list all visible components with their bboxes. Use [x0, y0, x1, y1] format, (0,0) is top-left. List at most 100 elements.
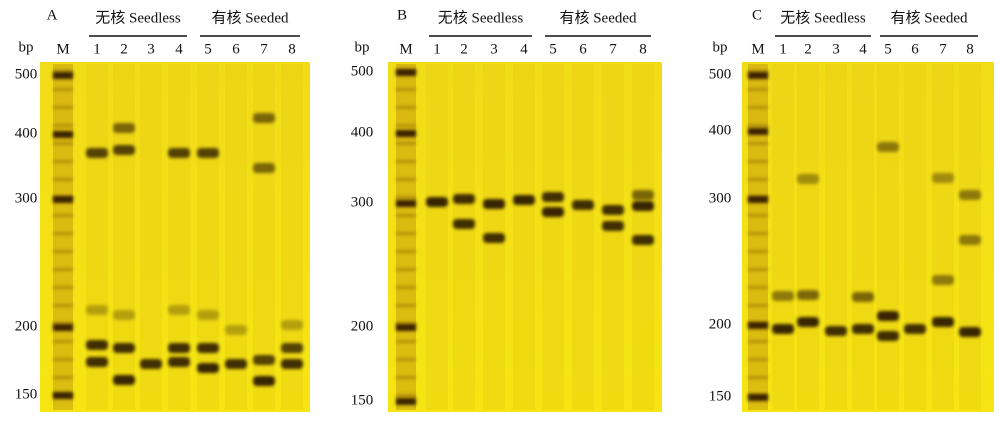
lane	[253, 64, 275, 410]
ladder-band	[748, 358, 768, 361]
bp-label: bp	[355, 39, 370, 55]
ladder-band	[53, 250, 73, 253]
band	[253, 163, 275, 173]
ladder-band	[748, 124, 768, 127]
ladder-band	[748, 160, 768, 163]
lane-label: 6	[911, 41, 919, 57]
band	[168, 357, 190, 367]
ladder-band	[748, 128, 768, 135]
ladder-band	[748, 268, 768, 271]
lane-label: 5	[549, 41, 557, 57]
ladder-band	[53, 70, 73, 73]
band	[932, 275, 954, 285]
lane-label: 4	[520, 41, 528, 57]
band	[852, 292, 874, 302]
band	[197, 310, 219, 320]
ladder-label: M	[56, 41, 69, 57]
band	[140, 359, 162, 369]
ladder-band	[396, 214, 416, 217]
ladder-band	[748, 232, 768, 235]
band	[602, 205, 624, 215]
band	[86, 357, 108, 367]
ladder-band	[748, 70, 768, 73]
ladder-band	[53, 268, 73, 271]
lane-label: 7	[260, 41, 268, 57]
band	[225, 359, 247, 369]
ladder-band	[396, 398, 416, 405]
ladder-band	[396, 250, 416, 253]
ladder-band	[53, 232, 73, 235]
size-label: 150	[709, 388, 732, 404]
band	[772, 291, 794, 301]
size-label: 200	[709, 316, 732, 332]
band	[197, 343, 219, 353]
band	[113, 343, 135, 353]
lane	[426, 64, 448, 410]
ladder-band	[396, 142, 416, 145]
lane	[453, 64, 475, 410]
band	[852, 324, 874, 334]
ladder-band	[53, 72, 73, 79]
ladder-band	[53, 286, 73, 289]
lane	[513, 64, 535, 410]
band	[825, 326, 847, 336]
ladder-band	[53, 196, 73, 203]
band	[168, 305, 190, 315]
lane	[904, 64, 926, 410]
ladder-band	[396, 394, 416, 397]
ladder-band	[396, 286, 416, 289]
ladder-band	[396, 200, 416, 207]
ladder-band	[748, 178, 768, 181]
size-label: 300	[15, 190, 38, 206]
ladder-band	[396, 304, 416, 307]
lane	[281, 64, 303, 410]
lane-label: 2	[460, 41, 468, 57]
band	[959, 235, 981, 245]
panel-label: A	[47, 7, 58, 23]
band	[225, 325, 247, 335]
band	[453, 219, 475, 229]
lane	[852, 64, 874, 410]
band	[113, 145, 135, 155]
band	[877, 142, 899, 152]
ladder-band	[396, 69, 416, 76]
band	[602, 221, 624, 231]
lane	[113, 64, 135, 410]
lane-label: 3	[490, 41, 498, 57]
ladder-band	[53, 214, 73, 217]
lane-label: 5	[884, 41, 892, 57]
band	[632, 201, 654, 211]
band	[168, 148, 190, 158]
band	[197, 363, 219, 373]
ladder-band	[396, 160, 416, 163]
size-label: 300	[351, 194, 374, 210]
lane	[877, 64, 899, 410]
band	[772, 324, 794, 334]
band	[932, 173, 954, 183]
ladder-band	[748, 376, 768, 379]
lane	[797, 64, 819, 410]
group-label: 有核 Seeded	[890, 9, 968, 26]
ladder-band	[748, 88, 768, 91]
ladder-band	[53, 322, 73, 325]
ladder-band	[396, 130, 416, 137]
band	[797, 290, 819, 300]
ladder-band	[53, 304, 73, 307]
band	[877, 331, 899, 341]
ladder-band	[748, 394, 768, 401]
lane	[772, 64, 794, 410]
panel-label: B	[397, 7, 407, 23]
size-label: 150	[351, 392, 374, 408]
band	[113, 375, 135, 385]
band	[281, 359, 303, 369]
ladder-band	[53, 358, 73, 361]
band	[483, 199, 505, 209]
band	[453, 194, 475, 204]
size-label: 500	[709, 66, 732, 82]
band	[426, 197, 448, 207]
ladder-band	[53, 376, 73, 379]
band	[253, 113, 275, 123]
band	[572, 200, 594, 210]
band	[483, 233, 505, 243]
band	[542, 192, 564, 202]
